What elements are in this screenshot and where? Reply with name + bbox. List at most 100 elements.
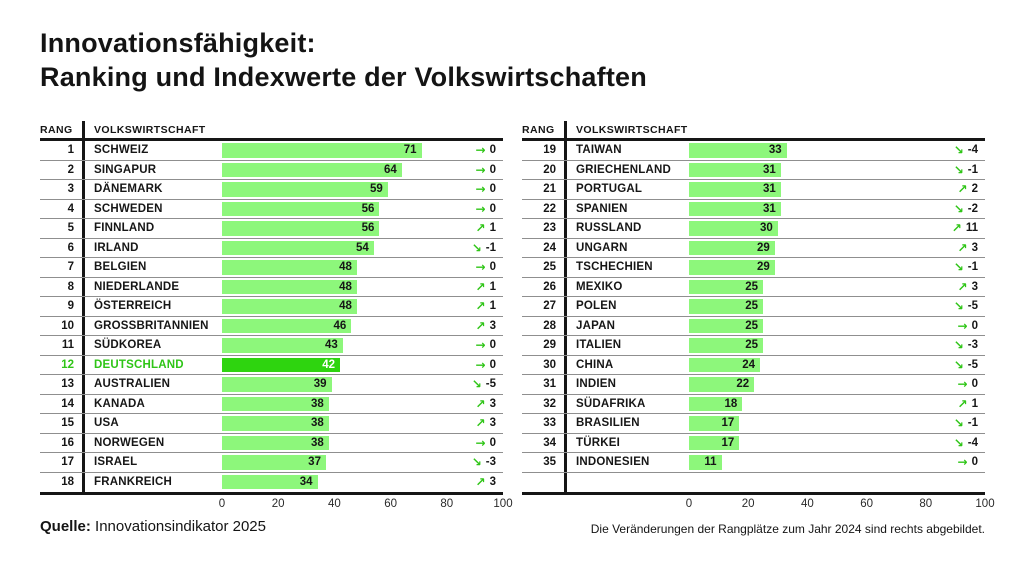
- trend-down-icon: ↘: [953, 357, 964, 372]
- row-country-label: PORTUGAL: [576, 183, 643, 195]
- rank-change-value: 0: [971, 456, 978, 469]
- table-row: 12 DEUTSCHLAND 42 → 0: [40, 355, 503, 375]
- table-row: 26 MEXIKO 25 ↗ 3: [522, 277, 985, 297]
- rank-change: → 0: [476, 161, 496, 180]
- row-country-label: SÜDKOREA: [94, 339, 162, 351]
- rank-change: ↗ 2: [958, 180, 978, 199]
- x-axis-tick: 100: [493, 498, 513, 510]
- trend-down-icon: ↘: [953, 260, 964, 275]
- table-row: 29 ITALIEN 25 ↘ -3: [522, 336, 985, 356]
- row-main: DEUTSCHLAND 42 → 0: [82, 355, 503, 374]
- rank-change-value: -1: [485, 241, 496, 254]
- rank-change-value: -5: [967, 358, 978, 371]
- index-bar: 17: [689, 416, 740, 431]
- row-country-label: USA: [94, 417, 119, 429]
- index-bar: 29: [689, 260, 775, 275]
- row-main: FRANKREICH 34 ↗ 3: [82, 472, 503, 492]
- rank-change-value: 3: [489, 475, 496, 488]
- trend-up-icon: ↗: [475, 396, 486, 411]
- table-row: 5 FINNLAND 56 ↗ 1: [40, 219, 503, 239]
- rank-change-value: 3: [489, 397, 496, 410]
- rank-change-value: 3: [971, 280, 978, 293]
- row-rank: 23: [543, 222, 556, 234]
- ranking-table-right: RANG VOLKSWIRTSCHAFT 19 TAIWAN 33 ↘ -4 2…: [522, 121, 995, 514]
- table-header-left: RANG VOLKSWIRTSCHAFT: [40, 121, 503, 141]
- table-row: 2 SINGAPUR 64 → 0: [40, 160, 503, 180]
- row-rank: 22: [543, 202, 556, 215]
- rank-change: → 0: [476, 141, 496, 160]
- index-bar: 38: [222, 396, 329, 411]
- rank-column-header: RANG: [522, 123, 555, 136]
- row-main: MEXIKO 25 ↗ 3: [564, 277, 985, 296]
- ranking-table-left: RANG VOLKSWIRTSCHAFT 1 SCHWEIZ 71 → 0 2: [40, 121, 513, 514]
- index-value-label: 48: [339, 261, 352, 273]
- trend-up-icon: ↗: [475, 279, 486, 294]
- row-bar-zone: 24 ↘ -5: [689, 356, 985, 375]
- rank-change-value: 1: [489, 300, 496, 313]
- rank-change-value: -3: [967, 339, 978, 352]
- row-rank: 12: [61, 358, 74, 371]
- row-main: KANADA 38 ↗ 3: [82, 394, 503, 413]
- row-bar-zone: 46 ↗ 3: [222, 317, 503, 336]
- row-rank: 9: [67, 300, 74, 312]
- rank-change-value: -5: [485, 378, 496, 391]
- rank-change: → 0: [958, 453, 978, 472]
- rank-change: → 0: [476, 258, 496, 277]
- index-value-label: 38: [310, 436, 324, 449]
- x-axis-left: 0 20 40 60 80 100: [218, 498, 513, 514]
- table-row: 4 SCHWEDEN 56 → 0: [40, 199, 503, 219]
- index-value-label: 56: [361, 222, 375, 234]
- table-row: 15 USA 38 ↗ 3: [40, 414, 503, 434]
- index-bar: 38: [222, 435, 329, 450]
- row-rank: 29: [543, 339, 556, 351]
- row-rank: 20: [543, 163, 556, 176]
- row-bar-zone: 48 → 0: [222, 258, 503, 277]
- trend-down-icon: ↘: [953, 201, 964, 216]
- row-main: DÄNEMARK 59 → 0: [82, 180, 503, 199]
- row-rank: 4: [67, 202, 74, 215]
- table-row-spacer: [522, 472, 985, 492]
- table-row: 30 CHINA 24 ↘ -5: [522, 355, 985, 375]
- rank-change: ↗ 3: [476, 414, 496, 433]
- index-value-label: 59: [369, 183, 383, 195]
- row-country-label: SCHWEDEN: [94, 202, 163, 215]
- table-header-right: RANG VOLKSWIRTSCHAFT: [522, 121, 985, 141]
- table-row: 22 SPANIEN 31 ↘ -2: [522, 199, 985, 219]
- index-bar: 31: [689, 182, 781, 197]
- index-value-label: 43: [325, 339, 338, 351]
- row-rank: 7: [67, 261, 74, 273]
- trend-up-icon: ↗: [475, 221, 486, 236]
- trend-up-icon: ↗: [475, 474, 486, 489]
- row-bar-zone: 59 → 0: [222, 180, 503, 199]
- trend-up-icon: ↗: [951, 221, 962, 236]
- row-country-label: POLEN: [576, 300, 617, 312]
- trend-flat-icon: →: [957, 377, 968, 392]
- row-main: GROSSBRITANNIEN 46 ↗ 3: [82, 316, 503, 336]
- x-axis-tick: 0: [218, 498, 226, 510]
- row-country-label: FINNLAND: [94, 222, 155, 234]
- row-country-label: INDONESIEN: [576, 456, 650, 468]
- trend-flat-icon: →: [475, 357, 486, 372]
- rank-change: → 0: [476, 200, 496, 219]
- economy-column-header-cell: VOLKSWIRTSCHAFT: [82, 121, 503, 138]
- trend-down-icon: ↘: [953, 435, 964, 450]
- index-value-label: 30: [760, 222, 773, 234]
- rank-change: ↘ -2: [954, 200, 978, 219]
- rank-change: ↘ -4: [954, 141, 978, 160]
- index-value-label: 22: [736, 378, 750, 390]
- row-bar-zone: 25 → 0: [689, 317, 985, 336]
- table-row: 20 GRIECHENLAND 31 ↘ -1: [522, 160, 985, 180]
- row-bar-zone: 64 → 0: [222, 161, 503, 180]
- row-country-label: UNGARN: [576, 241, 628, 254]
- rank-change-value: -4: [967, 436, 978, 449]
- rank-change-value: -1: [967, 417, 978, 430]
- change-note: Die Veränderungen der Rangplätze zum Jah…: [590, 522, 985, 536]
- row-main: INDIEN 22 → 0: [564, 375, 985, 394]
- index-bar: 59: [222, 182, 388, 197]
- rank-change-value: 0: [489, 163, 496, 176]
- rank-change-value: -1: [967, 261, 978, 274]
- trend-flat-icon: →: [475, 143, 486, 158]
- row-bar-zone: 31 ↗ 2: [689, 180, 985, 199]
- trend-up-icon: ↗: [957, 240, 968, 255]
- index-bar: 46: [222, 318, 352, 333]
